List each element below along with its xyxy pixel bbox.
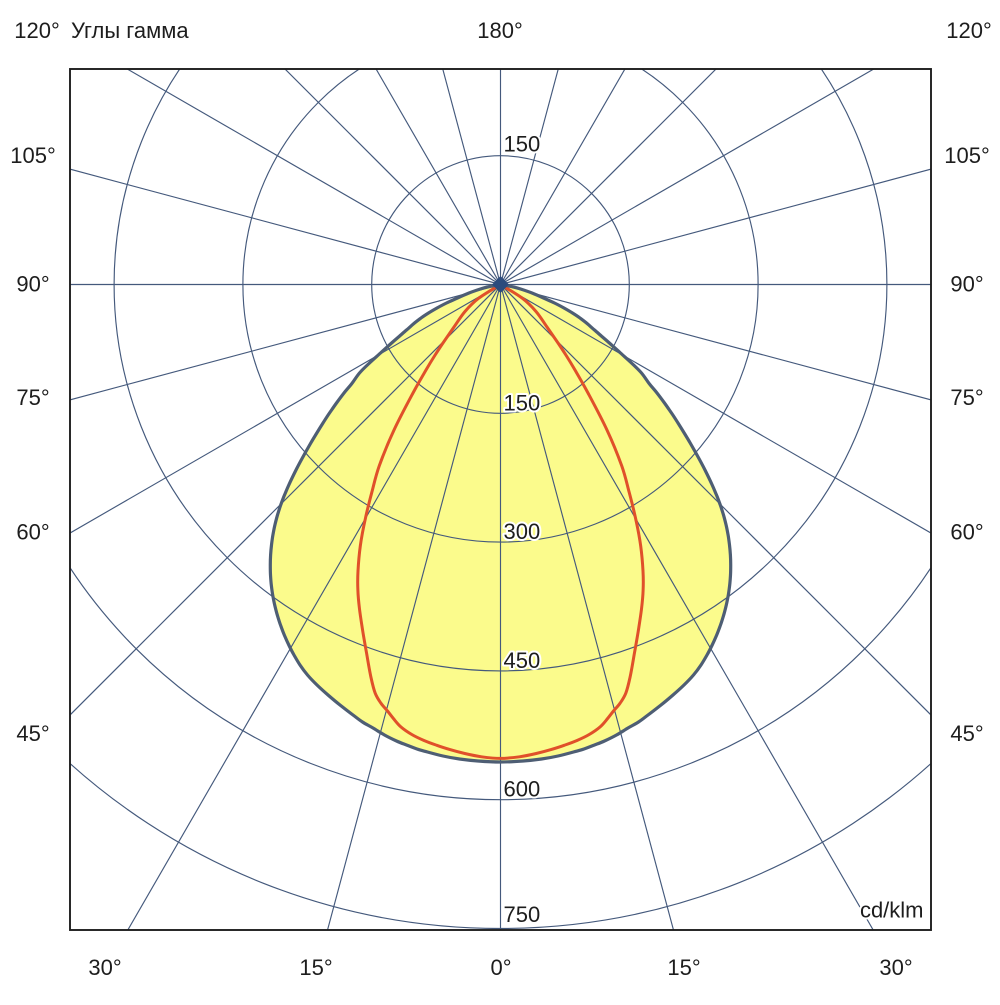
svg-text:600: 600 — [504, 777, 541, 802]
svg-text:450: 450 — [504, 648, 541, 673]
svg-text:0°: 0° — [490, 955, 511, 980]
svg-text:180°: 180° — [477, 18, 523, 43]
svg-text:120°: 120° — [14, 18, 60, 43]
svg-text:60°: 60° — [16, 520, 49, 545]
svg-text:300: 300 — [504, 519, 541, 544]
svg-text:15°: 15° — [667, 955, 700, 980]
svg-text:75°: 75° — [16, 385, 49, 410]
svg-text:15°: 15° — [299, 955, 332, 980]
svg-text:750: 750 — [504, 902, 541, 927]
svg-text:150: 150 — [504, 391, 541, 416]
svg-text:45°: 45° — [16, 721, 49, 746]
svg-text:45°: 45° — [950, 721, 983, 746]
svg-text:90°: 90° — [950, 272, 983, 297]
svg-text:75°: 75° — [950, 385, 983, 410]
svg-text:Углы гамма: Углы гамма — [71, 18, 189, 43]
svg-text:cd/klm: cd/klm — [860, 898, 924, 923]
svg-text:60°: 60° — [950, 520, 983, 545]
svg-text:150: 150 — [504, 132, 541, 157]
svg-text:30°: 30° — [88, 955, 121, 980]
svg-text:105°: 105° — [944, 143, 990, 168]
svg-text:120°: 120° — [946, 18, 992, 43]
svg-text:90°: 90° — [16, 272, 49, 297]
svg-text:105°: 105° — [10, 143, 56, 168]
svg-text:30°: 30° — [879, 955, 912, 980]
